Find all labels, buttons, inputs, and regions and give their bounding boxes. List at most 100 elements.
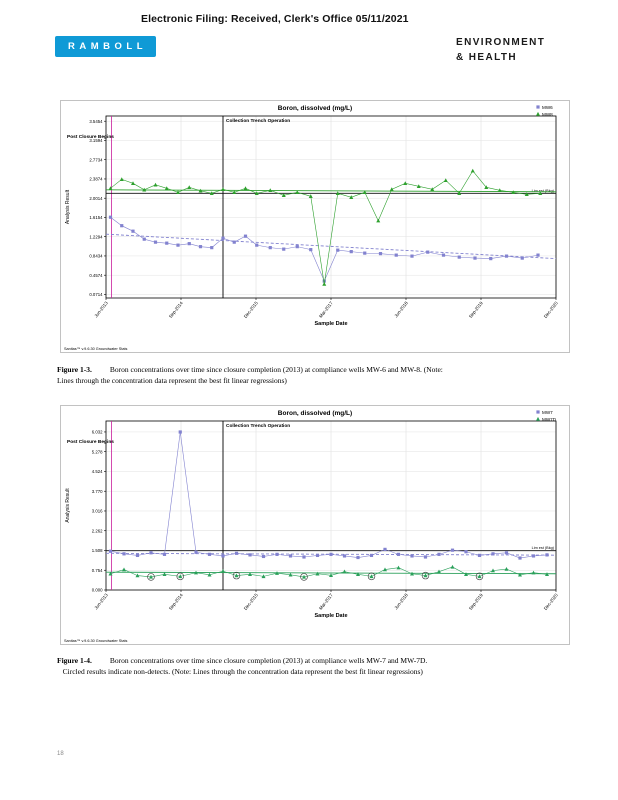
data-point [176, 243, 180, 247]
data-point [119, 177, 124, 182]
data-point [315, 571, 320, 576]
data-point [178, 574, 183, 579]
data-point [363, 251, 367, 255]
data-point [153, 182, 158, 187]
data-point [187, 242, 191, 246]
data-point [295, 190, 300, 194]
data-point [210, 246, 214, 250]
x-axis-label: Sample Date [314, 613, 347, 619]
legend-marker [536, 416, 540, 421]
legend-label: MW6 [542, 105, 553, 110]
data-point [349, 195, 354, 199]
legend-label: MW7 [542, 410, 553, 415]
trend-line-MW6 [105, 233, 557, 260]
y-tick-label: 0.0714 [89, 292, 103, 297]
data-point [410, 571, 414, 576]
data-point [135, 573, 140, 578]
data-point [423, 555, 428, 559]
y-tick-label: 4.524 [92, 469, 103, 474]
figure-1-3-text: Boron concentrations over time since clo… [57, 365, 443, 386]
legend-marker [536, 410, 540, 414]
data-point [221, 569, 225, 573]
data-point [356, 572, 360, 576]
data-point [349, 250, 353, 254]
y-tick-label: 5.278 [92, 449, 103, 454]
data-point [437, 552, 441, 556]
non-detect-circle [232, 571, 241, 580]
data-point [255, 243, 259, 247]
data-point [545, 553, 549, 557]
data-point [416, 184, 421, 189]
data-point [396, 565, 401, 570]
legend-label: MW8 [542, 112, 553, 117]
data-point [518, 572, 522, 577]
data-point [232, 240, 236, 244]
data-point [120, 224, 124, 228]
y-tick-label: 2.3874 [89, 177, 103, 182]
ref-line-label: Lim est (Bkg) [532, 546, 555, 550]
data-point [450, 564, 455, 569]
data-point [437, 569, 441, 574]
data-point [329, 573, 333, 578]
data-point [309, 248, 313, 252]
data-point [336, 248, 340, 252]
data-point [396, 552, 401, 556]
data-point [383, 567, 387, 572]
data-point [342, 554, 347, 558]
data-point [511, 190, 516, 194]
data-point [232, 190, 237, 194]
data-point [281, 193, 286, 197]
data-point [383, 547, 387, 551]
y-tick-label: 6.032 [92, 430, 103, 435]
data-point [457, 191, 462, 195]
data-point [322, 279, 326, 283]
data-point [234, 551, 239, 555]
data-point [268, 188, 273, 192]
post-closure-label: Post Closure Begins [67, 439, 114, 445]
y-tick-label: 0.4574 [89, 273, 103, 278]
y-tick-label: 2.7734 [89, 157, 103, 162]
y-tick-label: 2.262 [92, 528, 103, 533]
data-point [108, 186, 113, 191]
y-tick-label: 0.754 [92, 568, 103, 573]
data-point [473, 256, 477, 260]
data-point [268, 246, 272, 250]
data-point [282, 247, 286, 251]
data-point [275, 552, 279, 556]
data-point [464, 550, 468, 554]
non-detect-circle [367, 572, 376, 581]
data-point [194, 570, 198, 575]
data-point [536, 253, 540, 257]
data-point [378, 252, 383, 256]
data-point [504, 551, 509, 555]
data-point [164, 186, 169, 191]
data-point [457, 255, 461, 259]
data-point [288, 572, 293, 577]
data-point [410, 554, 414, 558]
data-point [207, 552, 212, 556]
y-axis-label: Analysis Result [65, 488, 71, 523]
data-point [221, 554, 225, 558]
data-point [520, 256, 524, 260]
data-point [394, 253, 398, 257]
data-point [135, 553, 140, 558]
y-tick-label: 3.770 [92, 489, 103, 494]
x-axis-label: Sample Date [314, 321, 347, 327]
data-point [464, 572, 468, 576]
data-point [335, 191, 340, 195]
y-axis-label: Analysis Result [65, 189, 71, 224]
data-point [221, 187, 225, 191]
data-point [369, 553, 374, 558]
data-point [176, 190, 180, 194]
data-point [142, 187, 147, 192]
chart-title: Boron, dissolved (mg/L) [278, 410, 352, 417]
data-point [198, 188, 203, 193]
y-tick-label: 3.5454 [89, 119, 103, 124]
y-tick-label: 3.016 [92, 509, 103, 514]
data-point [531, 570, 536, 575]
data-point [538, 191, 543, 195]
data-point [248, 572, 252, 576]
y-tick-label: 2.0014 [89, 196, 103, 201]
y-tick-label: 1.508 [92, 548, 103, 553]
chart-title: Boron, dissolved (mg/L) [278, 105, 352, 112]
